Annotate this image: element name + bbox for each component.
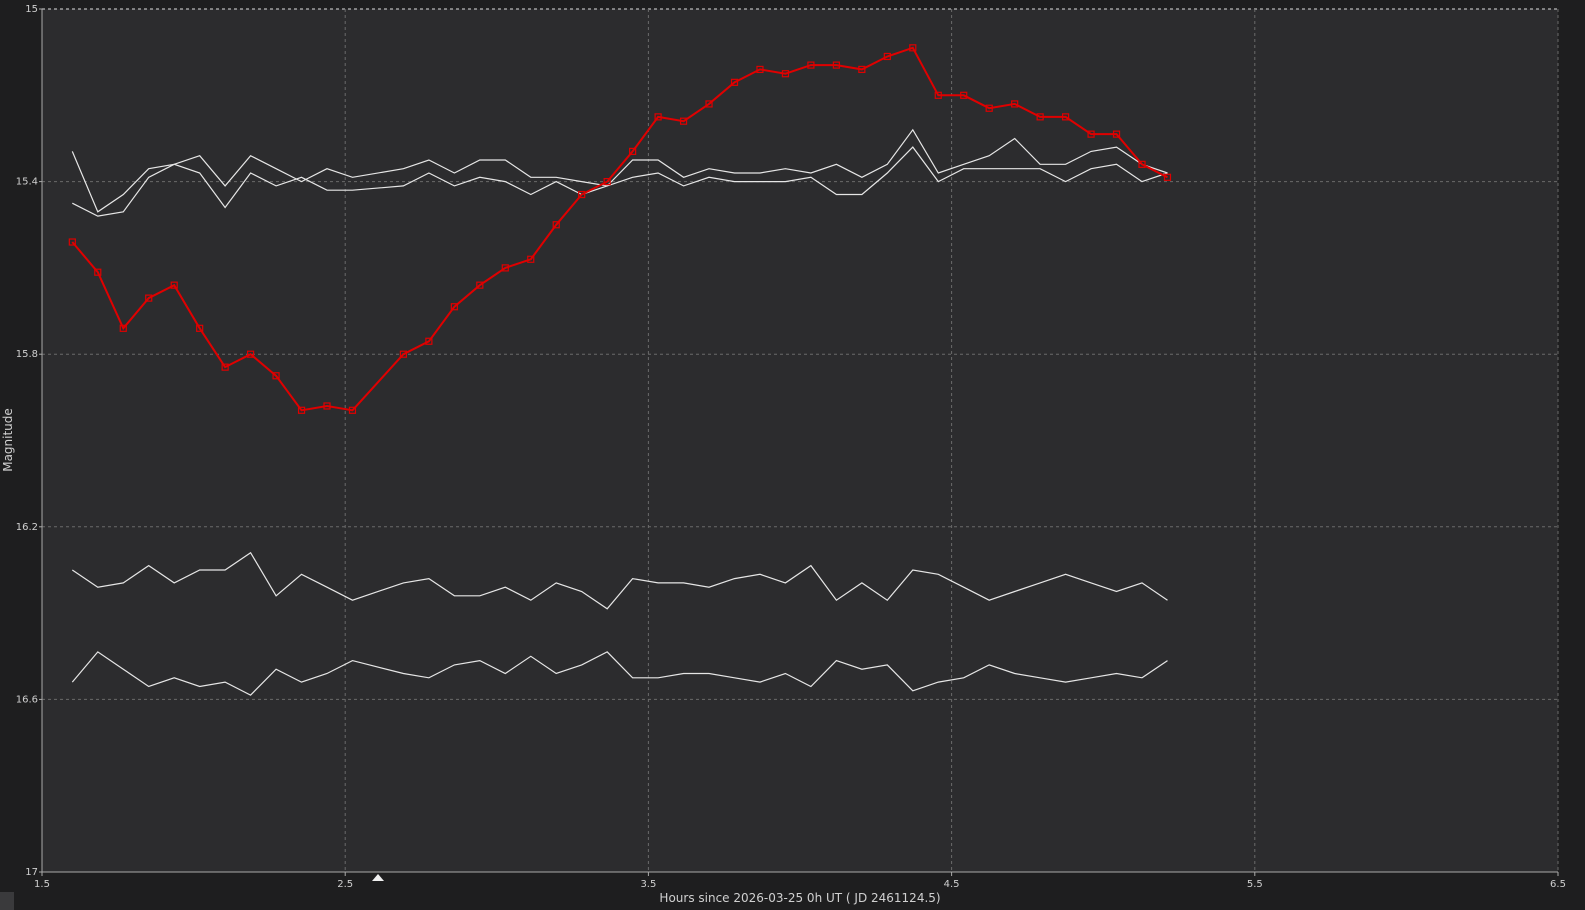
data-point xyxy=(145,294,153,302)
y-tick-label: 16.6 xyxy=(16,694,38,705)
x-tick-label: 6.5 xyxy=(1550,879,1566,890)
data-point xyxy=(654,113,662,121)
x-tick-label: 2.5 xyxy=(337,879,353,890)
x-tick-label: 4.5 xyxy=(944,879,960,890)
data-point xyxy=(119,324,127,332)
x-tick-label: 1.5 xyxy=(34,879,50,890)
data-point xyxy=(1087,130,1095,138)
data-point xyxy=(272,372,280,380)
data-point xyxy=(730,78,739,86)
series-line xyxy=(72,146,1168,217)
data-point xyxy=(196,324,204,332)
corner-box xyxy=(0,892,14,910)
data-point xyxy=(858,65,866,74)
data-point xyxy=(1062,113,1070,121)
series-line xyxy=(71,46,1168,412)
data-point xyxy=(909,44,917,52)
data-point xyxy=(603,178,611,186)
data-point xyxy=(985,104,993,112)
series-line xyxy=(71,551,1168,610)
series-line xyxy=(71,128,1168,213)
series-line xyxy=(71,651,1168,696)
data-point xyxy=(221,363,229,371)
data-point xyxy=(756,65,764,74)
data-point xyxy=(297,406,306,414)
data-point xyxy=(1138,160,1146,168)
data-point xyxy=(348,406,357,414)
data-point xyxy=(501,264,509,272)
x-tick-label: 3.5 xyxy=(640,879,656,890)
data-point xyxy=(527,255,535,263)
data-point xyxy=(832,61,840,69)
data-point xyxy=(629,147,637,155)
x-tick-label: 5.5 xyxy=(1247,879,1263,890)
data-point xyxy=(1036,113,1044,121)
data-point xyxy=(679,117,688,125)
data-point xyxy=(934,91,942,99)
data-point xyxy=(807,61,815,69)
data-point xyxy=(323,402,331,410)
y-tick-label: 15.8 xyxy=(16,349,38,360)
data-point xyxy=(1163,173,1172,181)
y-tick-label: 16.2 xyxy=(16,522,38,533)
data-point xyxy=(170,281,178,289)
data-point xyxy=(1112,130,1121,138)
data-point xyxy=(94,268,102,276)
data-point xyxy=(476,281,484,289)
data-point xyxy=(552,221,560,229)
data-point xyxy=(705,100,713,108)
y-tick-label: 15.4 xyxy=(16,177,38,188)
data-point xyxy=(450,303,458,311)
data-point xyxy=(578,190,586,199)
x-axis-label: Hours since 2026-03-25 0h UT ( JD 246112… xyxy=(659,891,940,905)
data-point xyxy=(781,70,790,78)
data-point xyxy=(1011,100,1019,108)
data-point xyxy=(960,91,968,99)
y-tick-label: 17 xyxy=(25,867,38,878)
data-point xyxy=(883,52,891,61)
data-point xyxy=(425,337,433,345)
time-marker xyxy=(372,874,384,881)
y-tick-label: 15 xyxy=(25,4,38,15)
data-point xyxy=(247,350,255,358)
y-axis-label: Magnitude xyxy=(1,408,15,472)
plot-area xyxy=(42,9,1558,872)
data-point xyxy=(399,350,408,358)
data-point xyxy=(68,238,76,246)
